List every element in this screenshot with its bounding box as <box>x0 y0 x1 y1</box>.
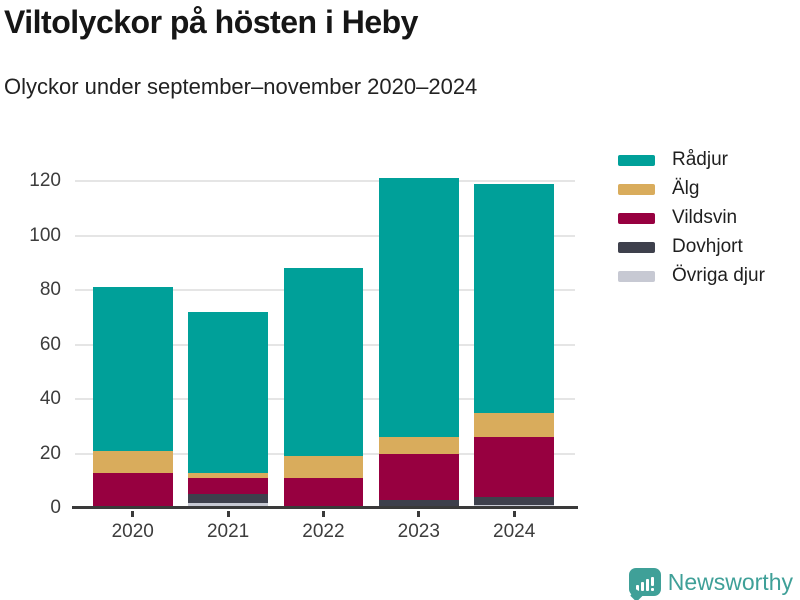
legend: Rådjur Älg Vildsvin Dovhjort Övriga djur <box>618 149 765 295</box>
chart-title: Viltolyckor på hösten i Heby <box>4 4 418 40</box>
plot-area: 0 20 40 60 80 100 120 2020 2021 2022 2023 2024 <box>29 150 578 542</box>
y-tick-label: 20 <box>39 442 61 464</box>
bar-segment <box>188 478 268 495</box>
logo-exclamation <box>651 577 655 591</box>
bar-segment <box>379 437 459 454</box>
x-tick-label: 2022 <box>302 521 345 542</box>
x-axis-tick <box>321 511 325 517</box>
legend-item: Övriga djur <box>618 265 765 286</box>
logo-exclamation-stem <box>651 577 655 586</box>
bar-segment <box>283 456 364 479</box>
legend-swatch <box>618 241 655 253</box>
legend-item: Älg <box>618 178 765 199</box>
bar-segment <box>93 472 173 508</box>
bar-segment <box>188 494 268 503</box>
x-axis-tick <box>226 511 230 517</box>
newsworthy-text: Newsworthy <box>667 568 793 595</box>
legend-swatch <box>618 212 655 224</box>
y-tick-label: 100 <box>29 224 61 246</box>
x-tick-label: 2020 <box>111 521 154 542</box>
bar-segment <box>93 287 173 451</box>
y-tick-label: 60 <box>39 333 61 355</box>
x-axis-tick <box>512 511 516 517</box>
bar-segment <box>283 478 364 508</box>
newsworthy-logo: Newsworthy <box>628 568 793 600</box>
logo-bar <box>646 579 650 591</box>
newsworthy-bars-icon <box>628 568 661 600</box>
stacked-bar <box>283 268 364 508</box>
bar-segment <box>188 472 268 479</box>
x-axis-line <box>72 506 578 509</box>
bar-segment <box>474 497 554 506</box>
bar-segment <box>283 268 364 457</box>
x-tick-label: 2024 <box>493 521 536 542</box>
y-tick-label: 80 <box>39 279 61 301</box>
bar-segment <box>379 178 459 438</box>
bar-segment <box>379 499 459 508</box>
legend-swatch <box>618 154 655 166</box>
x-tick-label: 2023 <box>397 521 440 542</box>
legend-label: Älg <box>672 178 700 199</box>
bar-segment <box>188 502 268 508</box>
bar-segment <box>474 183 554 413</box>
y-tick-label: 120 <box>29 170 61 192</box>
y-tick-label: 0 <box>50 497 61 518</box>
bar-segment <box>188 311 268 473</box>
legend-label: Vildsvin <box>672 207 738 228</box>
bar-segment <box>379 453 459 500</box>
legend-swatch <box>618 183 655 195</box>
legend-label: Övriga djur <box>672 265 765 286</box>
stacked-bar <box>379 178 459 508</box>
legend-label: Dovhjort <box>672 236 743 257</box>
bar-segment <box>474 437 554 498</box>
bar-segment <box>93 450 173 473</box>
stacked-bar <box>93 287 173 508</box>
logo-bar <box>636 585 640 591</box>
x-axis-tick <box>131 511 135 517</box>
legend-item: Vildsvin <box>618 207 765 228</box>
y-tick-label: 40 <box>39 388 61 410</box>
gridline <box>75 180 575 183</box>
chart-subtitle: Olyckor under september–november 2020–20… <box>4 74 478 99</box>
x-axis-tick <box>417 511 421 517</box>
logo-bar <box>641 582 645 591</box>
stacked-bar <box>474 183 554 508</box>
x-tick-label: 2021 <box>206 521 250 542</box>
gridline <box>75 234 575 237</box>
legend-label: Rådjur <box>672 149 728 170</box>
legend-swatch <box>618 270 655 282</box>
legend-item: Dovhjort <box>618 236 765 257</box>
legend-item: Rådjur <box>618 149 765 170</box>
logo-exclamation-dot <box>651 588 655 591</box>
stacked-bar <box>188 311 268 508</box>
bar-segment <box>474 412 554 438</box>
